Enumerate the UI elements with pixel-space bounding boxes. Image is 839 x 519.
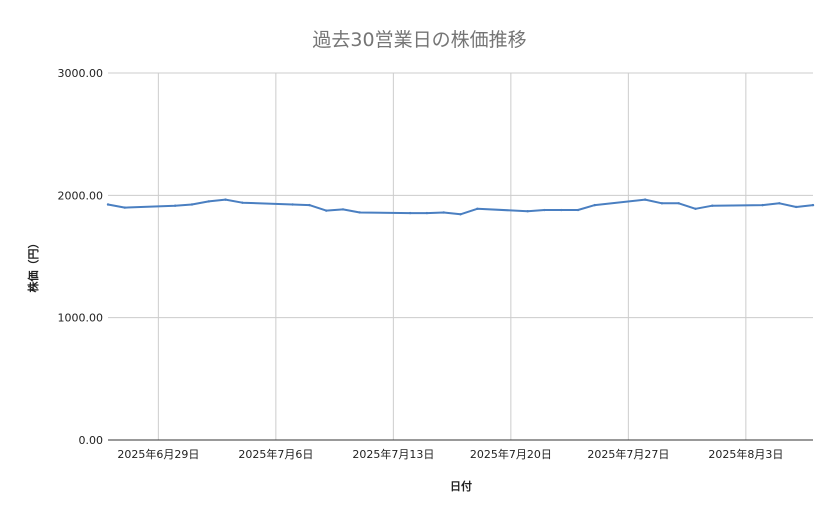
data-point: [778, 202, 781, 205]
data-point: [291, 203, 294, 206]
x-axis-label: 日付: [450, 479, 472, 493]
data-point: [543, 208, 546, 212]
y-tick-label: 1000.00: [58, 312, 104, 325]
x-tick-label: 2025年7月27日: [587, 447, 669, 461]
y-tick-label: 0.00: [79, 434, 104, 447]
data-point: [425, 211, 429, 215]
data-point: [358, 211, 361, 214]
data-point: [207, 200, 210, 203]
y-axis-ticks: 0.00 1000.00 2000.00 3000.00: [58, 67, 104, 447]
x-tick-label: 2025年6月29日: [117, 447, 199, 461]
data-point: [660, 202, 664, 205]
y-tick-label: 3000.00: [58, 67, 104, 80]
data-point: [408, 211, 412, 215]
y-tick-label: 2000.00: [58, 189, 104, 202]
data-point: [711, 204, 714, 207]
data-point: [123, 206, 126, 209]
series-line: [107, 198, 814, 216]
gridlines: [108, 72, 813, 441]
data-point: [325, 209, 328, 212]
data-point: [576, 208, 580, 212]
data-point: [241, 201, 244, 204]
x-tick-label: 2025年7月13日: [352, 447, 434, 461]
data-point: [643, 198, 647, 201]
data-point: [173, 204, 177, 207]
data-point: [190, 203, 194, 206]
data-point: [593, 203, 596, 207]
data-point: [694, 207, 697, 210]
x-tick-label: 2025年8月3日: [708, 447, 783, 461]
x-axis-ticks: 2025年6月29日 2025年7月6日 2025年7月13日 2025年7月20日 2…: [117, 447, 783, 461]
data-point: [677, 202, 680, 205]
data-point: [761, 203, 764, 207]
data-point: [795, 205, 798, 209]
data-point: [308, 203, 311, 207]
data-point: [811, 203, 815, 207]
data-points: [106, 198, 815, 216]
chart-title: 過去30営業日の株価推移: [312, 29, 526, 51]
data-point: [106, 203, 110, 206]
x-tick-label: 2025年7月6日: [238, 447, 313, 461]
data-point: [560, 208, 563, 212]
data-point: [341, 208, 345, 211]
x-tick-label: 2025年7月20日: [470, 447, 552, 461]
data-point: [442, 211, 445, 214]
data-point: [476, 207, 479, 210]
data-point: [224, 198, 227, 201]
data-point: [459, 213, 462, 216]
data-point: [526, 210, 529, 213]
y-axis-label: 株価（円）: [26, 238, 40, 293]
